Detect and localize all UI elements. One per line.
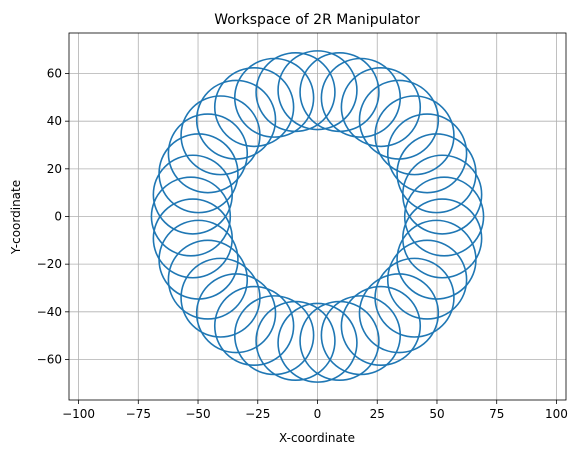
workspace-circle bbox=[150, 176, 232, 257]
x-axis-label: X-coordinate bbox=[279, 431, 355, 445]
y-axis-ticks: −60 −40 −20 0 20 40 60 bbox=[37, 67, 69, 366]
workspace-circle bbox=[386, 113, 468, 194]
x-tick-label: 100 bbox=[545, 407, 568, 421]
workspace-circle bbox=[167, 113, 249, 194]
y-tick-label: 60 bbox=[47, 67, 62, 81]
x-tick-label: −75 bbox=[126, 407, 151, 421]
x-tick-label: −50 bbox=[185, 407, 210, 421]
workspace-circle bbox=[213, 66, 295, 148]
y-tick-label: −40 bbox=[37, 305, 62, 319]
workspace-circle bbox=[358, 79, 440, 160]
x-tick-label: 50 bbox=[429, 407, 444, 421]
y-tick-label: −20 bbox=[37, 257, 62, 271]
workspace-circle bbox=[299, 51, 380, 133]
workspace-circle bbox=[277, 50, 358, 131]
workspace-circle bbox=[386, 239, 468, 320]
plot-area bbox=[150, 50, 485, 383]
workspace-circle bbox=[195, 273, 277, 354]
y-tick-label: −60 bbox=[37, 352, 62, 366]
workspace-circle bbox=[167, 239, 249, 320]
x-tick-label: 75 bbox=[489, 407, 504, 421]
y-tick-label: 0 bbox=[54, 210, 62, 224]
workspace-circle bbox=[401, 198, 483, 279]
workspace-circle bbox=[152, 154, 234, 235]
workspace-circle bbox=[403, 176, 485, 257]
x-tick-label: −25 bbox=[245, 407, 270, 421]
y-axis-label: Y-coordinate bbox=[9, 180, 23, 255]
y-tick-label: 20 bbox=[47, 162, 62, 176]
x-tick-label: 0 bbox=[314, 407, 322, 421]
workspace-circle bbox=[180, 95, 261, 176]
workspace-circle bbox=[340, 285, 422, 367]
workspace-circle bbox=[213, 285, 295, 367]
x-tick-label: 25 bbox=[370, 407, 385, 421]
y-tick-label: 40 bbox=[47, 114, 62, 128]
chart-title: Workspace of 2R Manipulator bbox=[214, 12, 420, 28]
x-axis-ticks: −100 −75 −50 −25 0 25 50 75 100 bbox=[62, 400, 568, 421]
workspace-circle bbox=[277, 302, 358, 383]
workspace-circle bbox=[255, 300, 336, 382]
workspace-circle bbox=[374, 257, 455, 338]
x-tick-label: −100 bbox=[62, 407, 95, 421]
workspace-circle bbox=[340, 66, 422, 148]
